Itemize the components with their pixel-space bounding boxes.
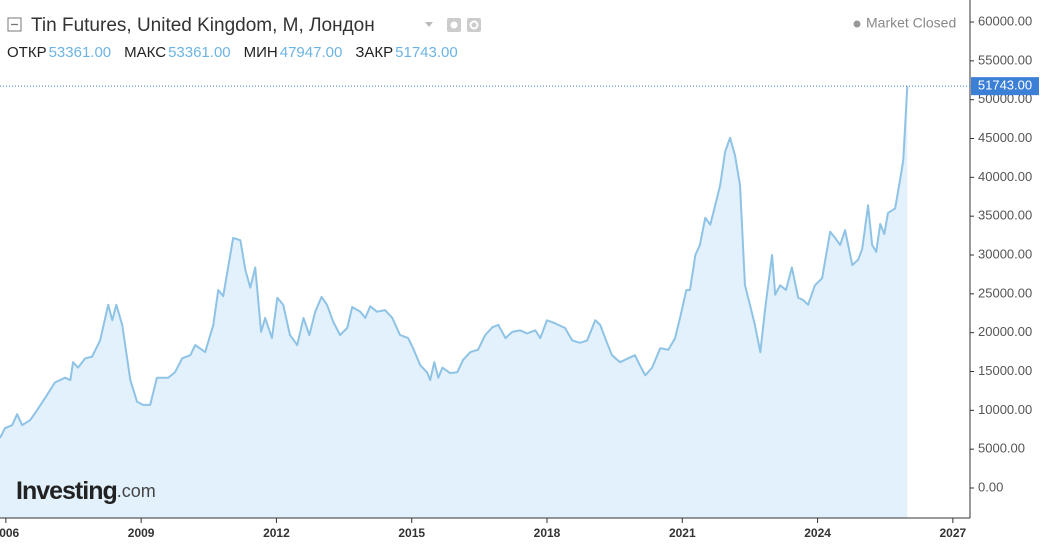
ohlc-value: 53361.00 (49, 44, 112, 61)
ohlc-label: МАКС (124, 44, 166, 61)
price-line (0, 86, 909, 439)
watermark-suffix: .com (117, 481, 156, 501)
settings-icon[interactable] (467, 18, 481, 32)
y-tick-label: 55000.00 (978, 52, 1032, 67)
ohlc-label: МИН (244, 44, 278, 61)
settings-gear (469, 20, 479, 30)
x-tick-label: 2009 (128, 526, 155, 540)
area-fill (0, 86, 908, 518)
x-tick-label: 2024 (804, 526, 831, 540)
y-tick-label: 60000.00 (978, 13, 1032, 28)
x-tick-label: 2018 (534, 526, 561, 540)
y-tick-label: 30000.00 (978, 246, 1032, 261)
last-price-tag (971, 77, 1039, 96)
last-price-label: 51743.00 (978, 78, 1032, 93)
x-tick-label: 2015 (398, 526, 425, 540)
y-tick-label: 15000.00 (978, 363, 1032, 378)
y-tick-label: 0.00 (978, 479, 1003, 494)
y-tick-label: 45000.00 (978, 130, 1032, 145)
ohlc-value: 47947.00 (280, 44, 343, 61)
y-tick-label: 25000.00 (978, 285, 1032, 300)
y-tick-label: 35000.00 (978, 208, 1032, 223)
x-tick-label: 2012 (263, 526, 290, 540)
ohlc-row: ОТКР 53361.00 МАКС 53361.00 МИН 47947.00 ЗАКР 5… (7, 44, 458, 61)
y-tick-label: 5000.00 (978, 441, 1025, 456)
x-tick-label: 2006 (0, 526, 20, 540)
ohlc-label: ОТКР (7, 44, 47, 61)
x-tick-label: 2027 (940, 526, 967, 540)
y-tick-label: 40000.00 (978, 169, 1032, 184)
ohlc-value: 53361.00 (168, 44, 231, 61)
watermark-main: Investing (16, 477, 117, 505)
y-tick-label: 10000.00 (978, 402, 1032, 417)
status-dot (853, 20, 861, 28)
chart-title: Tin Futures, United Kingdom, M, Лондон (31, 15, 375, 36)
market-status: Market Closed (866, 15, 956, 31)
ohlc-label: ЗАКР (355, 44, 393, 61)
camera-lens (450, 21, 458, 29)
y-tick-label: 20000.00 (978, 324, 1032, 339)
plot-area (0, 86, 909, 518)
watermark: Investing.com (16, 477, 156, 505)
dropdown-arrow[interactable] (425, 22, 433, 27)
ohlc-value: 51743.00 (395, 44, 458, 61)
x-tick-label: 2021 (669, 526, 696, 540)
